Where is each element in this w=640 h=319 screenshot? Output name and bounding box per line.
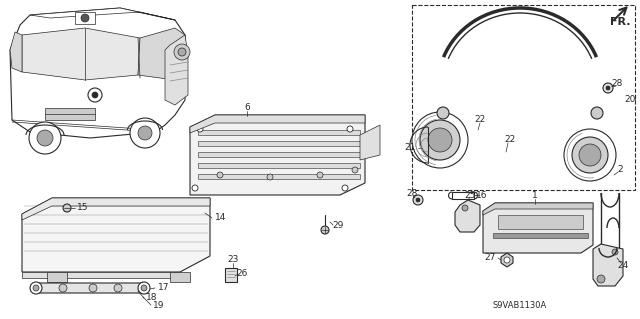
Circle shape bbox=[59, 284, 67, 292]
Text: 22: 22 bbox=[474, 115, 486, 124]
Circle shape bbox=[33, 285, 39, 291]
Bar bbox=[493, 233, 588, 238]
Bar bbox=[412, 5, 635, 190]
Text: 22: 22 bbox=[504, 136, 516, 145]
Text: 14: 14 bbox=[215, 213, 227, 222]
Text: 21: 21 bbox=[404, 144, 416, 152]
Polygon shape bbox=[483, 203, 593, 253]
Circle shape bbox=[88, 88, 102, 102]
Circle shape bbox=[572, 137, 608, 173]
Circle shape bbox=[321, 226, 329, 234]
Circle shape bbox=[413, 195, 423, 205]
Polygon shape bbox=[165, 35, 188, 105]
Polygon shape bbox=[22, 28, 140, 80]
Polygon shape bbox=[10, 8, 185, 138]
Circle shape bbox=[591, 107, 603, 119]
Bar bbox=[498, 215, 583, 229]
Circle shape bbox=[317, 172, 323, 178]
Circle shape bbox=[462, 205, 468, 211]
Circle shape bbox=[597, 275, 605, 283]
Text: 25: 25 bbox=[464, 190, 476, 199]
Circle shape bbox=[92, 92, 98, 98]
Text: 1: 1 bbox=[532, 191, 538, 201]
Circle shape bbox=[504, 257, 510, 263]
Text: 17: 17 bbox=[158, 284, 170, 293]
Circle shape bbox=[138, 126, 152, 140]
Text: 27: 27 bbox=[484, 253, 496, 262]
Circle shape bbox=[37, 130, 53, 146]
Circle shape bbox=[564, 129, 616, 181]
Text: S9VAB1130A: S9VAB1130A bbox=[493, 300, 547, 309]
Polygon shape bbox=[198, 174, 360, 179]
Circle shape bbox=[114, 284, 122, 292]
Polygon shape bbox=[170, 272, 190, 282]
Text: 2: 2 bbox=[617, 166, 623, 174]
Circle shape bbox=[81, 14, 89, 22]
Polygon shape bbox=[198, 163, 360, 168]
Text: 24: 24 bbox=[618, 261, 628, 270]
Circle shape bbox=[412, 112, 468, 168]
Circle shape bbox=[141, 285, 147, 291]
Text: 15: 15 bbox=[77, 204, 88, 212]
Text: 6: 6 bbox=[244, 103, 250, 113]
Circle shape bbox=[437, 107, 449, 119]
Circle shape bbox=[30, 282, 42, 294]
Text: 19: 19 bbox=[153, 300, 164, 309]
Text: 18: 18 bbox=[146, 293, 157, 302]
Polygon shape bbox=[455, 200, 480, 232]
Polygon shape bbox=[35, 283, 146, 293]
Polygon shape bbox=[22, 272, 180, 278]
Circle shape bbox=[174, 44, 190, 60]
Text: 23: 23 bbox=[227, 256, 239, 264]
Text: 28: 28 bbox=[406, 189, 418, 197]
Polygon shape bbox=[22, 198, 210, 272]
Circle shape bbox=[347, 126, 353, 132]
Circle shape bbox=[217, 172, 223, 178]
Circle shape bbox=[29, 122, 61, 154]
Polygon shape bbox=[47, 272, 67, 282]
Circle shape bbox=[352, 167, 358, 173]
Polygon shape bbox=[190, 115, 365, 133]
Bar bbox=[75, 12, 95, 24]
Polygon shape bbox=[501, 253, 513, 267]
Text: 26: 26 bbox=[236, 270, 248, 278]
Text: 29: 29 bbox=[332, 220, 344, 229]
Circle shape bbox=[63, 204, 71, 212]
Circle shape bbox=[192, 185, 198, 191]
Polygon shape bbox=[10, 32, 22, 72]
Text: FR.: FR. bbox=[610, 17, 630, 27]
Circle shape bbox=[579, 144, 601, 166]
Circle shape bbox=[428, 128, 452, 152]
Circle shape bbox=[420, 120, 460, 160]
Polygon shape bbox=[483, 203, 593, 215]
Polygon shape bbox=[198, 130, 360, 135]
Polygon shape bbox=[198, 152, 360, 157]
Circle shape bbox=[416, 198, 420, 202]
Polygon shape bbox=[190, 115, 365, 195]
Circle shape bbox=[130, 118, 160, 148]
Circle shape bbox=[612, 249, 618, 255]
Circle shape bbox=[89, 284, 97, 292]
Polygon shape bbox=[593, 244, 623, 286]
Bar bbox=[452, 192, 474, 199]
Circle shape bbox=[342, 185, 348, 191]
Bar bbox=[225, 268, 237, 282]
Polygon shape bbox=[138, 28, 185, 80]
Circle shape bbox=[267, 174, 273, 180]
Text: 20: 20 bbox=[624, 95, 636, 105]
Polygon shape bbox=[22, 198, 210, 220]
Circle shape bbox=[606, 86, 610, 90]
Polygon shape bbox=[30, 8, 175, 20]
Circle shape bbox=[178, 48, 186, 56]
Text: 28: 28 bbox=[611, 78, 623, 87]
Polygon shape bbox=[198, 141, 360, 146]
Circle shape bbox=[138, 282, 150, 294]
Bar bbox=[45, 108, 95, 120]
Text: 16: 16 bbox=[476, 190, 488, 199]
Polygon shape bbox=[360, 125, 380, 160]
Circle shape bbox=[197, 126, 203, 132]
Circle shape bbox=[603, 83, 613, 93]
